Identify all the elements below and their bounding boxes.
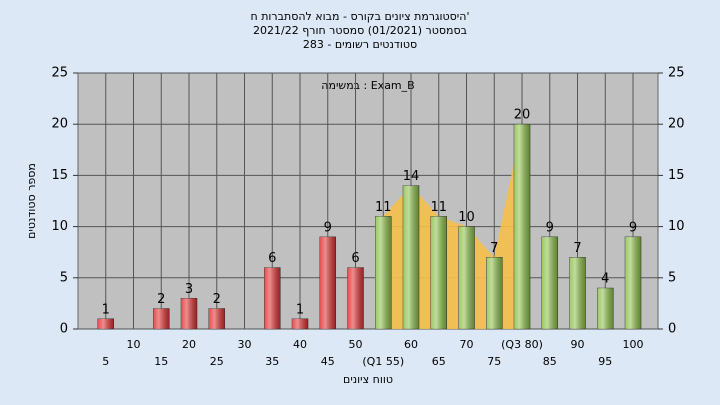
bar-shade (208, 308, 225, 329)
bar-shade (541, 236, 558, 329)
x-tick-label: 90 (571, 338, 585, 351)
data-label: 9 (546, 220, 554, 235)
bar-shade (292, 318, 309, 329)
bar-shade (625, 236, 642, 329)
x-tick-label: 75 (487, 355, 501, 368)
title-line: היסטוגרמת ציונים בקורס - מבוא להסתברות ח… (251, 10, 470, 23)
title-line: בסמסטר (01/2021) סמסטר חורף 2021/22 (253, 24, 467, 37)
data-label: 10 (458, 210, 475, 225)
bar-shade (486, 257, 503, 329)
y-axis-label: מספר סטודנטים (25, 163, 38, 239)
x-tick-label: 25 (210, 355, 224, 368)
data-label: 2 (213, 292, 221, 307)
data-label: 7 (573, 241, 581, 256)
data-label: 4 (601, 272, 609, 287)
x-tick-label: 100 (623, 338, 644, 351)
data-label: 11 (375, 200, 392, 215)
x-tick-label: 30 (238, 338, 252, 351)
bar-shade (569, 257, 586, 329)
x-tick-label: 85 (543, 355, 557, 368)
x-tick-label: 65 (432, 355, 446, 368)
y-tick-label: 20 (51, 117, 68, 132)
x-tick-label: 60 (404, 338, 418, 351)
bar-shade (430, 216, 447, 329)
bar-shade (375, 216, 392, 329)
x-tick-label: 50 (349, 338, 363, 351)
bar-shade (458, 226, 475, 329)
y-tick-label: 0 (60, 322, 68, 337)
bar-shade (514, 124, 531, 329)
data-label: 2 (157, 292, 165, 307)
y-tick-label: 5 (60, 270, 68, 285)
bar-shade (181, 298, 198, 329)
y-tick-label: 25 (51, 66, 68, 81)
x-tick-label: 95 (598, 355, 612, 368)
bar-shade (97, 318, 114, 329)
x-tick-label: 70 (460, 338, 474, 351)
bar-shade (597, 288, 614, 329)
y2-tick-label: 20 (668, 117, 685, 132)
data-label: 7 (490, 241, 498, 256)
data-label: 6 (351, 251, 359, 266)
x-tick-label: (Q3 80) (501, 338, 543, 351)
y-tick-label: 10 (51, 219, 68, 234)
y2-tick-label: 10 (668, 219, 685, 234)
bar-shade (264, 267, 281, 329)
y2-tick-label: 5 (668, 270, 676, 285)
data-label: 9 (629, 220, 637, 235)
x-tick-label: 40 (293, 338, 307, 351)
x-tick-label: 5 (102, 355, 109, 368)
y2-tick-label: 15 (668, 168, 685, 183)
data-label: 1 (296, 302, 304, 317)
y2-tick-label: 25 (668, 66, 685, 81)
data-label: 6 (268, 251, 276, 266)
x-tick-label: 10 (127, 338, 141, 351)
title-line: סטודנטים רשומים - 283 (303, 38, 417, 51)
data-label: 14 (403, 169, 420, 184)
bar-shade (403, 185, 420, 329)
bar-shade (319, 236, 336, 329)
x-tick-label: 35 (265, 355, 279, 368)
x-tick-label: 15 (154, 355, 168, 368)
data-label: 9 (324, 220, 332, 235)
x-tick-label: 20 (182, 338, 196, 351)
annotation: במשימה : Exam_B (321, 79, 414, 92)
data-label: 20 (514, 108, 531, 123)
x-tick-label: 45 (321, 355, 335, 368)
plot-area (77, 72, 659, 330)
bar-shade (153, 308, 170, 329)
data-label: 3 (185, 282, 193, 297)
y-tick-label: 15 (51, 168, 68, 183)
x-tick-label: (Q1 55) (362, 355, 404, 368)
y2-tick-label: 0 (668, 322, 676, 337)
bar-shade (347, 267, 364, 329)
x-axis-label: טווח ציונים (343, 373, 393, 386)
data-label: 1 (102, 302, 110, 317)
data-label: 11 (430, 200, 447, 215)
